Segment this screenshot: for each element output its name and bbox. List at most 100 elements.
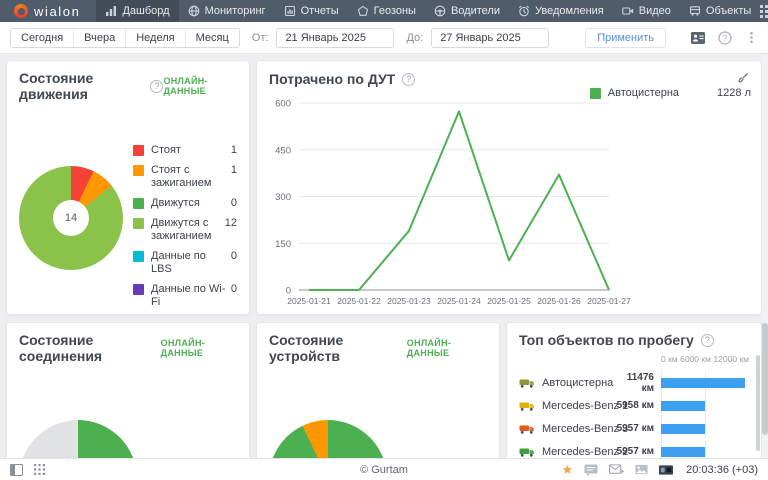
online-data-badge: ОНЛАЙН-ДАННЫЕ	[160, 338, 206, 358]
nav-item-label: Видео	[638, 5, 671, 17]
range-button[interactable]: Неделя	[126, 28, 186, 47]
page-scrollbar-thumb[interactable]	[762, 323, 768, 435]
devices-donut-chart	[269, 420, 387, 458]
truck-icon	[519, 401, 535, 411]
mileage-row[interactable]: Автоцистерна 11476 км	[519, 371, 749, 394]
mileage-axis: 0 км 6000 км 12000 км	[661, 354, 749, 366]
page-scrollbar[interactable]	[762, 55, 768, 458]
panel-scrollbar[interactable]	[756, 355, 760, 451]
legend-swatch	[589, 87, 601, 99]
help-icon[interactable]: ?	[718, 30, 732, 45]
legend-value: 12	[224, 216, 237, 229]
legend-swatch	[133, 217, 144, 229]
legend-item: Стоят 1	[133, 144, 237, 157]
wialon-logo-icon	[14, 4, 28, 18]
nav-menu: Дашборд Мониторинг Отчеты Геозоны Водители Ув…	[96, 0, 760, 22]
status-bar: © Gurtam ★ 20:03:36 (+03)	[0, 458, 768, 480]
legend-swatch	[133, 197, 144, 209]
svg-text:150: 150	[275, 239, 291, 250]
mail-forward-icon[interactable]	[609, 464, 625, 475]
nav-item-label: Мониторинг	[204, 5, 266, 17]
kebab-menu-icon[interactable]	[745, 31, 758, 44]
panel-movement-state: Состояние движения ? ОНЛАЙН-ДАННЫЕ 14 Ст…	[6, 60, 250, 315]
legend-value: 0	[230, 282, 237, 295]
mileage-row[interactable]: Mercedes-Benz 1 5958 км	[519, 394, 749, 417]
range-button[interactable]: Вчера	[74, 28, 127, 47]
panel-top-mileage: Топ объектов по пробегу ? 0 км 6000 км 120…	[506, 322, 762, 458]
settings-wrench-icon[interactable]	[738, 70, 749, 88]
nav-item-video[interactable]: Видео	[613, 0, 680, 22]
help-icon[interactable]: ?	[402, 72, 416, 86]
connection-status-icon[interactable]	[659, 464, 674, 475]
nav-item-units[interactable]: Объекты	[680, 0, 760, 22]
donut-center-value: 14	[53, 200, 89, 236]
apply-button[interactable]: Применить	[585, 27, 667, 48]
nav-item-label: Объекты	[705, 5, 752, 17]
movement-donut-chart: 14	[19, 166, 123, 270]
nav-item-dashboard[interactable]: Дашборд	[96, 0, 179, 22]
monitoring-icon	[188, 5, 200, 17]
panel-title: Состояние устройств	[269, 332, 344, 364]
clock-time: 20:03:36 (+03)	[686, 463, 758, 476]
panel-connection-state: Состояние соединения ОНЛАЙН-ДАННЫЕ Подкл…	[6, 322, 250, 458]
legend-label: Движутся	[151, 196, 200, 209]
mileage-row[interactable]: Mercedes-Benz 3 5957 км	[519, 417, 749, 440]
bar-track	[661, 394, 749, 417]
legend-label: Данные по Wi-Fi	[151, 282, 226, 308]
bar-track	[661, 417, 749, 440]
apps-grid-icon[interactable]	[760, 4, 768, 18]
panel-fuel-consumed: Потрачено по ДУТ ? Автоцистерна 1228 л 0…	[256, 60, 762, 315]
nav-item-notifications[interactable]: Уведомления	[509, 0, 613, 22]
truck-icon	[519, 424, 535, 434]
geofences-icon	[357, 5, 369, 17]
nav-item-monitoring[interactable]: Мониторинг	[179, 0, 275, 22]
mileage-row[interactable]: Mercedes-Benz 2 5957 км	[519, 440, 749, 458]
legend-value: 1	[230, 163, 237, 176]
nav-item-label: Геозоны	[373, 5, 416, 17]
reports-icon	[284, 5, 296, 17]
to-label: До:	[406, 31, 424, 44]
legend-label: Стоят	[151, 144, 181, 156]
truck-icon	[519, 378, 535, 388]
layout-panels-icon[interactable]	[10, 463, 23, 476]
range-button[interactable]: Месяц	[185, 28, 239, 47]
nav-item-drivers[interactable]: Водители	[425, 0, 509, 22]
unit-name: Mercedes-Benz 1	[542, 399, 629, 412]
chat-icon[interactable]	[584, 464, 598, 476]
nav-item-label: Отчеты	[300, 5, 339, 17]
mileage-rows: Автоцистерна 11476 км Mercedes-Benz 1 5958 …	[519, 371, 749, 458]
legend-item: Стоят с зажиганием 1	[133, 164, 237, 190]
nav-item-geofences[interactable]: Геозоны	[348, 0, 425, 22]
mileage-bar	[661, 377, 746, 388]
mileage-bar	[661, 423, 705, 434]
fuel-legend: Автоцистерна 1228 л	[589, 87, 751, 99]
top-navbar: wialon Дашборд Мониторинг Отчеты Геозоны Вод…	[0, 0, 768, 22]
to-date-input[interactable]	[431, 27, 550, 48]
nav-item-reports[interactable]: Отчеты	[275, 0, 348, 22]
axis-tick-label: 6000 км	[680, 354, 711, 364]
mileage-bar	[661, 446, 705, 457]
legend-item: Движутся 0	[133, 197, 237, 210]
legend-swatch	[133, 145, 144, 156]
wialon-brand[interactable]: wialon	[0, 4, 96, 19]
unit-name: Mercedes-Benz 3	[542, 422, 629, 435]
from-date-input[interactable]	[276, 27, 395, 48]
contact-card-icon[interactable]	[691, 31, 705, 44]
apps-grid-icon[interactable]	[34, 464, 45, 475]
dashboard-icon	[105, 5, 117, 17]
brand-text: wialon	[34, 3, 81, 19]
truck-icon	[519, 447, 535, 457]
mileage-value: 5958 км	[616, 400, 654, 411]
online-data-badge: ОНЛАЙН-ДАННЫЕ	[406, 338, 452, 358]
help-icon[interactable]: ?	[700, 333, 714, 347]
mileage-value: 5957 км	[616, 423, 654, 434]
svg-text:450: 450	[275, 145, 291, 156]
nav-item-label: Уведомления	[534, 5, 604, 17]
legend-series-name: Автоцистерна	[607, 87, 680, 99]
range-button[interactable]: Сегодня	[11, 28, 75, 47]
panel-title: Топ объектов по пробегу	[519, 332, 694, 348]
image-icon[interactable]	[635, 464, 648, 475]
favorites-star-icon[interactable]: ★	[561, 462, 574, 477]
svg-text:600: 600	[275, 99, 291, 110]
help-icon[interactable]: ?	[150, 79, 164, 93]
